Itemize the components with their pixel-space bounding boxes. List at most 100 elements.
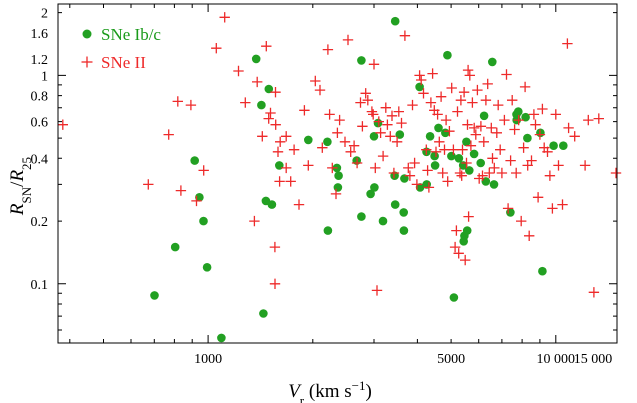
point-ii-5: [185, 99, 197, 111]
point-ibc-43: [441, 128, 450, 138]
point-ii-110: [470, 129, 481, 140]
point-ibc-1: [170, 242, 180, 252]
point-ii-65: [396, 117, 407, 129]
point-ibc-67: [538, 266, 547, 276]
point-ii-95: [453, 248, 464, 259]
point-ibc-22: [357, 212, 366, 221]
point-ibc-55: [476, 158, 486, 168]
point-ii-20: [270, 119, 281, 130]
x-axis-label: Vr (km s−1): [288, 378, 372, 403]
point-ibc-14: [304, 135, 313, 145]
point-ibc-41: [430, 161, 440, 170]
point-ii-103: [462, 119, 473, 130]
point-ii-87: [440, 114, 452, 126]
point-ibc-28: [390, 200, 400, 209]
point-ii-118: [484, 167, 495, 179]
point-ii-61: [386, 110, 398, 121]
point-ii-138: [524, 230, 535, 241]
point-ibc-18: [334, 171, 343, 180]
point-ii-11: [240, 97, 251, 108]
point-ii-26: [281, 162, 292, 174]
point-ibc-47: [454, 154, 464, 163]
point-ibc-59: [489, 180, 499, 189]
point-ii-142: [532, 192, 544, 203]
point-ii-156: [583, 114, 594, 126]
point-ibc-65: [523, 133, 532, 143]
point-ibc-6: [217, 333, 226, 343]
point-ii-147: [544, 170, 556, 181]
point-ibc-26: [373, 118, 383, 128]
point-ii-29: [293, 199, 305, 210]
point-ibc-36: [415, 183, 425, 192]
point-ii-124: [495, 144, 506, 155]
point-ii-43: [345, 146, 356, 157]
point-ibc-63: [514, 107, 523, 116]
point-ii-93: [451, 225, 462, 236]
point-ii-73: [416, 74, 427, 86]
point-ibc-69: [559, 141, 568, 150]
point-ii-100: [458, 87, 470, 98]
point-ibc-21: [357, 56, 366, 65]
point-ii-146: [542, 146, 553, 157]
point-ii-27: [285, 176, 296, 187]
point-ii-127: [501, 69, 512, 80]
legend-marker-ii: [81, 56, 93, 68]
point-ibc-9: [259, 309, 268, 318]
point-ii-140: [528, 109, 540, 120]
axis-ticks: [58, 4, 618, 343]
point-ii-143: [534, 129, 546, 140]
point-ibc-53: [465, 166, 474, 175]
point-ii-120: [487, 153, 498, 164]
point-ii-68: [404, 170, 416, 181]
point-ibc-52: [462, 226, 472, 235]
point-ii-115: [478, 136, 489, 147]
point-ii-30: [299, 105, 310, 116]
point-ii-141: [530, 119, 541, 130]
x-tick-label-1: 5000: [437, 352, 465, 367]
point-ii-2: [163, 129, 174, 140]
legend-marker-ib: [82, 29, 92, 39]
point-ibc-35: [415, 82, 424, 92]
point-ii-54: [371, 285, 383, 296]
point-ii-97: [455, 95, 467, 106]
point-ii-116: [480, 95, 492, 106]
point-ii-3: [172, 96, 183, 107]
point-ibc-44: [443, 50, 452, 60]
points-layer: [57, 12, 622, 343]
point-ibc-7: [251, 54, 261, 64]
point-ii-130: [507, 95, 518, 106]
point-ibc-39: [425, 132, 435, 141]
point-ii-154: [569, 131, 580, 142]
point-ii-46: [355, 97, 366, 108]
y-tick-label-1: 0.2: [31, 215, 49, 230]
point-ii-82: [432, 109, 443, 120]
point-ii-71: [411, 179, 423, 190]
point-ii-125: [496, 167, 508, 179]
point-ii-123: [493, 99, 504, 111]
point-ibc-33: [399, 208, 409, 217]
legend: SNe Ib/c SNe II: [81, 25, 161, 72]
point-ibc-15: [323, 226, 333, 235]
point-ibc-42: [434, 123, 443, 133]
point-ii-34: [317, 142, 328, 153]
point-ii-159: [610, 167, 622, 179]
point-ii-19: [269, 278, 281, 289]
point-ii-135: [518, 142, 529, 153]
point-ibc-51: [462, 137, 471, 147]
point-ii-9: [219, 12, 230, 23]
point-ii-42: [342, 34, 354, 46]
point-ibc-3: [195, 193, 204, 202]
point-ibc-8: [257, 100, 266, 110]
point-ii-57: [377, 150, 389, 162]
point-ii-56: [375, 127, 386, 138]
point-ii-39: [332, 127, 343, 138]
point-ibc-57: [481, 177, 491, 186]
point-ii-88: [442, 176, 453, 187]
point-ii-96: [454, 167, 466, 179]
point-ibc-19: [333, 183, 343, 192]
point-ii-25: [281, 131, 292, 142]
ticks-layer: [58, 4, 618, 343]
point-ibc-5: [202, 263, 212, 272]
point-ii-6: [191, 195, 202, 207]
